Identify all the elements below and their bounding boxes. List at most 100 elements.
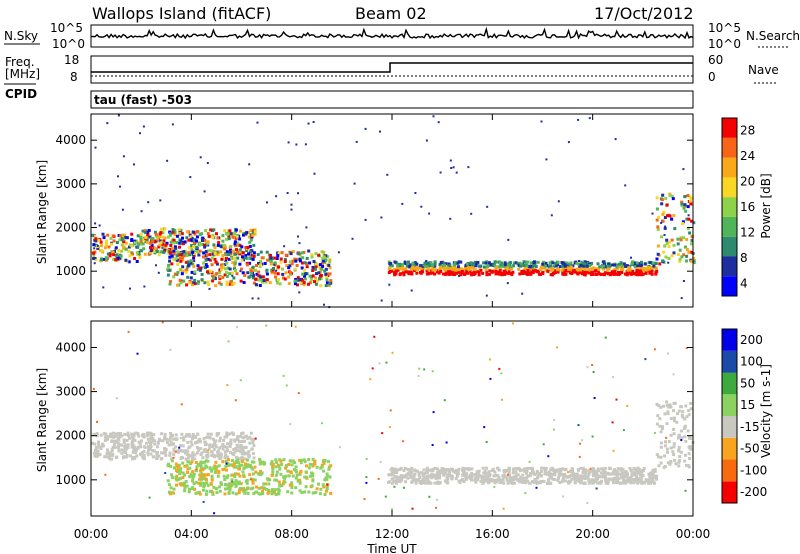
echo-cell [425,265,429,269]
echo-cell [683,424,687,428]
echo-cell [278,282,282,286]
echo-cell [271,488,274,492]
echo-cell [187,460,190,464]
echo-cell [570,477,574,481]
echo-cell [127,249,131,253]
echo-cell [285,384,288,387]
echo-cell [138,256,142,260]
echo-cell [191,283,194,287]
echo-cell [529,267,533,271]
colorbar-swatch [722,350,737,373]
echo-cell [248,473,252,477]
echo-cell [153,442,157,446]
echo-cell [202,485,206,489]
echo-cell [393,475,397,479]
echo-cell [193,259,196,262]
echo-cell [654,267,658,270]
echo-cell [507,270,511,274]
echo-cell [100,249,104,253]
echo-cell [280,251,284,255]
echo-cell [539,474,543,478]
echo-cell [417,266,421,269]
echo-cell [158,243,162,247]
echo-cell [526,270,530,274]
echo-cell [180,403,183,406]
echo-cell [293,279,297,283]
echo-cell [159,199,162,202]
echo-cell [287,275,291,279]
colorbar-swatch [722,118,737,138]
colorbar-swatch [722,216,737,237]
echo-cell [512,476,516,480]
echo-cell [137,440,141,444]
echo-cell [465,472,469,476]
echo-cell [117,442,121,446]
echo-cell [653,348,656,351]
echo-cell [636,477,640,481]
echo-cell [225,435,229,439]
echo-cell [321,264,325,268]
echo-cell [193,232,197,236]
echo-cell [228,463,232,467]
echo-cell [185,230,189,234]
echo-cell [284,474,288,478]
echo-cell [251,268,255,272]
echo-cell [678,458,681,462]
echo-cell [310,255,314,259]
echo-cell [112,431,116,435]
echo-cell [655,269,659,273]
echo-cell [510,476,514,480]
echo-cell [587,268,591,272]
echo-cell [590,267,594,270]
echo-cell [499,262,503,266]
echo-cell [427,481,431,485]
echo-cell [601,267,605,270]
echo-cell [196,451,199,455]
echo-cell [426,267,430,271]
echo-cell [274,275,277,279]
echo-cell [273,271,277,275]
echo-cell [110,457,114,461]
echo-cell [262,279,266,282]
echo-cell [207,234,211,238]
echo-cell [420,471,424,475]
echo-cell [188,246,192,250]
echo-cell [120,434,124,438]
echo-cell [655,218,659,222]
colorbar-frame [721,328,738,504]
echo-cell [239,267,243,271]
echo-cell [255,485,258,489]
echo-cell [596,262,600,266]
echo-cell [441,467,445,471]
echo-cell [290,463,294,467]
echo-cell [223,445,226,449]
echo-cell [287,474,291,478]
echo-cell [614,138,617,141]
echo-cell [642,469,645,473]
echo-cell [308,466,311,470]
echo-cell [408,265,412,269]
echo-cell [181,256,184,260]
echo-cell [196,463,200,467]
echo-cell [191,434,195,438]
echo-cell [530,466,534,470]
echo-cell [438,268,442,272]
echo-cell [599,471,603,475]
echo-cell [231,274,234,277]
echo-cell [179,437,182,440]
echo-cell [97,238,101,242]
echo-cell [613,263,617,267]
echo-cell [242,445,246,449]
echo-cell [173,233,177,237]
echo-cell [164,453,168,457]
echo-cell [325,272,329,276]
echo-cell [464,476,468,480]
echo-cell [468,269,472,273]
echo-cell [690,250,694,254]
echo-cell [429,481,433,485]
echo-cell [203,466,207,470]
echo-cell [160,432,164,436]
echo-cell [252,254,256,258]
echo-cell [672,243,676,247]
echo-cell [458,480,462,484]
